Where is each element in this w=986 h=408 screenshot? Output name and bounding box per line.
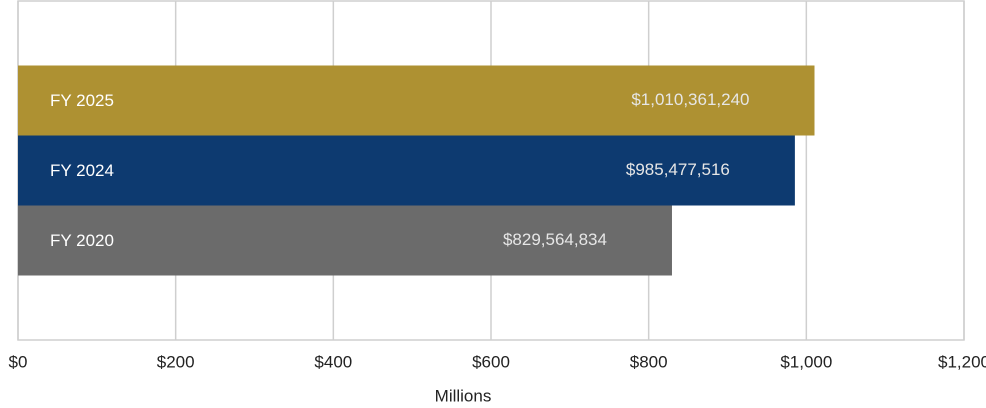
category-label: FY 2020 xyxy=(50,231,114,250)
category-label: FY 2024 xyxy=(50,161,114,180)
x-tick-label: $400 xyxy=(314,352,352,371)
value-label: $829,564,834 xyxy=(503,230,607,249)
x-tick-label: $200 xyxy=(157,352,195,371)
x-tick-label: $600 xyxy=(472,352,510,371)
category-label: FY 2025 xyxy=(50,91,114,110)
x-tick-label: $800 xyxy=(630,352,668,371)
x-tick-label: $0 xyxy=(9,352,28,371)
x-axis-label: Millions xyxy=(435,386,492,405)
value-label: $985,477,516 xyxy=(626,160,730,179)
x-tick-label: $1,000 xyxy=(780,352,832,371)
value-label: $1,010,361,240 xyxy=(631,90,749,109)
bar xyxy=(18,135,795,206)
bar xyxy=(18,205,672,276)
x-tick-label: $1,200 xyxy=(938,352,986,371)
bar xyxy=(18,65,815,136)
